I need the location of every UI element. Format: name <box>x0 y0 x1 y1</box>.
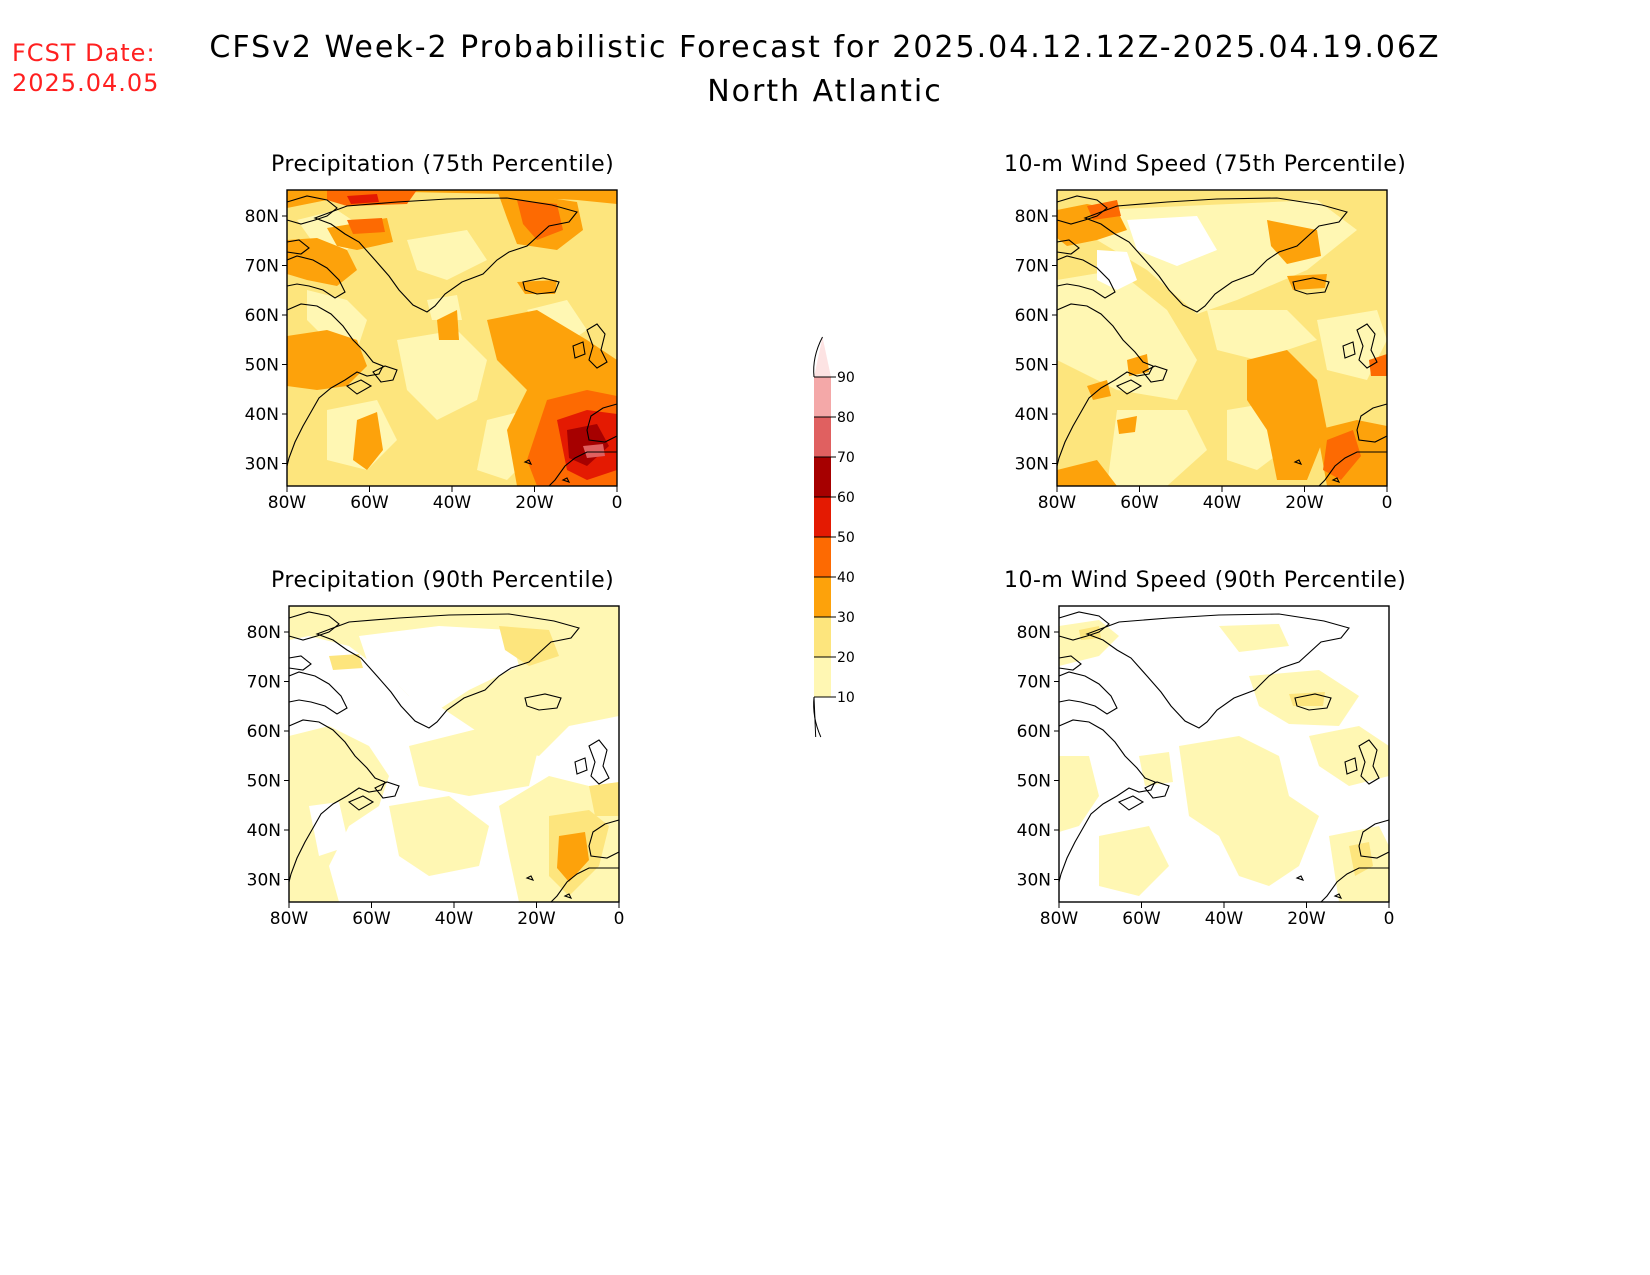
lat-tick-label: 30N <box>1017 871 1051 891</box>
lat-tick-label: 80N <box>247 623 281 643</box>
lat-tick-label: 60N <box>1017 722 1051 742</box>
lat-tick-label: 50N <box>247 772 281 792</box>
lon-tick-label: 20W <box>515 493 554 513</box>
colorbar-level-label: 60 <box>837 490 855 506</box>
lat-tick-label: 40N <box>245 405 279 425</box>
lon-tick-label: 80W <box>270 909 309 929</box>
colorbar-level-label: 20 <box>837 650 855 666</box>
lon-tick-label: 0 <box>1384 909 1395 929</box>
lat-tick-label: 60N <box>245 306 279 326</box>
region-subtitle: North Atlantic <box>707 74 943 109</box>
colorbar-swatch <box>814 617 831 657</box>
lon-tick-label: 60W <box>1120 493 1159 513</box>
lon-tick-label: 60W <box>352 909 391 929</box>
colorbar-swatch <box>814 537 831 577</box>
axis-labels: 80N 70N 60N 50N 40N 30N 80W 60W 40W 20W 0 80N 70N 60N… <box>245 207 1395 929</box>
lon-tick-label: 60W <box>350 493 389 513</box>
lat-tick-label: 80N <box>1015 207 1049 227</box>
map-precip-75 <box>286 189 618 487</box>
forecast-date-value: 2025.04.05 <box>12 69 160 97</box>
panel-title-wind-90: 10-m Wind Speed (90th Percentile) <box>1004 568 1407 593</box>
panel-title-wind-75: 10-m Wind Speed (75th Percentile) <box>1004 152 1407 177</box>
colorbar-level-label: 50 <box>837 530 855 546</box>
colorbar-swatch <box>814 497 831 537</box>
lat-tick-label: 70N <box>247 673 281 693</box>
lon-tick-label: 60W <box>1122 909 1161 929</box>
colorbar: 10 20 30 40 50 60 70 80 90 <box>813 336 855 738</box>
lon-tick-label: 40W <box>1203 493 1242 513</box>
panel-title-precip-90: Precipitation (90th Percentile) <box>271 568 615 593</box>
colorbar-level-label: 40 <box>837 570 855 586</box>
lon-tick-label: 20W <box>1285 493 1324 513</box>
panel-title-precip-75: Precipitation (75th Percentile) <box>271 152 615 177</box>
map-wind-75 <box>1056 189 1388 487</box>
colorbar-swatch <box>814 457 831 497</box>
colorbar-swatch <box>814 577 831 617</box>
lon-tick-label: 80W <box>1040 909 1079 929</box>
lon-tick-label: 40W <box>433 493 472 513</box>
colorbar-swatch <box>814 377 831 417</box>
lat-tick-label: 30N <box>1015 455 1049 475</box>
lat-tick-label: 40N <box>1015 405 1049 425</box>
lon-tick-label: 40W <box>1205 909 1244 929</box>
forecast-date-label: FCST Date: <box>12 39 156 67</box>
lat-tick-label: 50N <box>1017 772 1051 792</box>
map-precip-90 <box>288 605 620 903</box>
colorbar-top-arrow <box>814 337 831 377</box>
lon-tick-label: 80W <box>268 493 307 513</box>
colorbar-level-label: 10 <box>837 690 855 706</box>
lat-tick-label: 70N <box>1015 257 1049 277</box>
colorbar-level-label: 70 <box>837 450 855 466</box>
lon-tick-label: 0 <box>1382 493 1393 513</box>
main-title: CFSv2 Week-2 Probabilistic Forecast for … <box>209 30 1441 65</box>
lat-tick-label: 60N <box>247 722 281 742</box>
lat-tick-label: 70N <box>1017 673 1051 693</box>
lon-tick-label: 20W <box>517 909 556 929</box>
lon-tick-label: 20W <box>1287 909 1326 929</box>
colorbar-level-label: 30 <box>837 610 855 626</box>
colorbar-level-label: 80 <box>837 410 855 426</box>
lat-tick-label: 80N <box>245 207 279 227</box>
lat-tick-label: 30N <box>245 455 279 475</box>
lat-tick-label: 50N <box>1015 356 1049 376</box>
lat-tick-label: 30N <box>247 871 281 891</box>
colorbar-swatch <box>814 417 831 457</box>
lat-tick-label: 40N <box>247 821 281 841</box>
colorbar-level-label: 90 <box>837 370 855 386</box>
lon-tick-label: 40W <box>435 909 474 929</box>
colorbar-swatch <box>814 657 831 697</box>
lat-tick-label: 80N <box>1017 623 1051 643</box>
lon-tick-label: 0 <box>612 493 623 513</box>
lat-tick-label: 40N <box>1017 821 1051 841</box>
lat-tick-label: 50N <box>245 356 279 376</box>
lat-tick-label: 70N <box>245 257 279 277</box>
map-wind-90 <box>1058 605 1390 903</box>
lon-tick-label: 0 <box>614 909 625 929</box>
forecast-date-block: FCST Date: 2025.04.05 <box>12 38 159 98</box>
lat-tick-label: 60N <box>1015 306 1049 326</box>
lon-tick-label: 80W <box>1038 493 1077 513</box>
